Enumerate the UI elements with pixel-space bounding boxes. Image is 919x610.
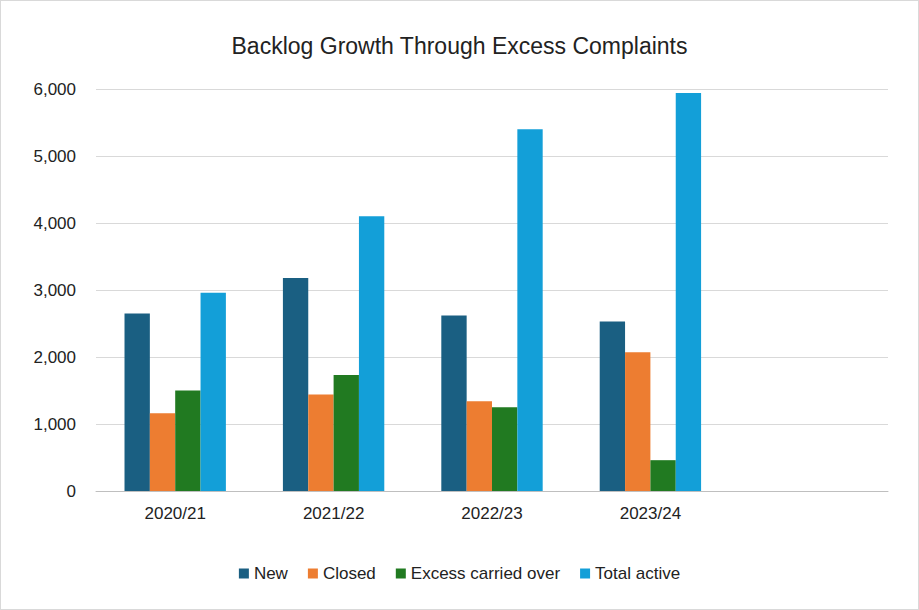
svg-text:3,000: 3,000 [33,281,76,300]
svg-text:2021/22: 2021/22 [303,504,364,523]
svg-text:Closed: Closed [323,564,376,583]
svg-text:Backlog Growth Through Excess: Backlog Growth Through Excess Complaints [232,33,688,59]
svg-text:2020/21: 2020/21 [144,504,205,523]
svg-text:New: New [254,564,289,583]
svg-text:6,000: 6,000 [33,80,76,99]
svg-text:Total active: Total active [595,564,680,583]
svg-text:2,000: 2,000 [33,348,76,367]
svg-text:Excess carried over: Excess carried over [411,564,561,583]
svg-text:2022/23: 2022/23 [461,504,522,523]
svg-text:4,000: 4,000 [33,214,76,233]
svg-text:1,000: 1,000 [33,415,76,434]
svg-text:2023/24: 2023/24 [620,504,681,523]
svg-text:0: 0 [67,482,76,501]
svg-text:5,000: 5,000 [33,147,76,166]
